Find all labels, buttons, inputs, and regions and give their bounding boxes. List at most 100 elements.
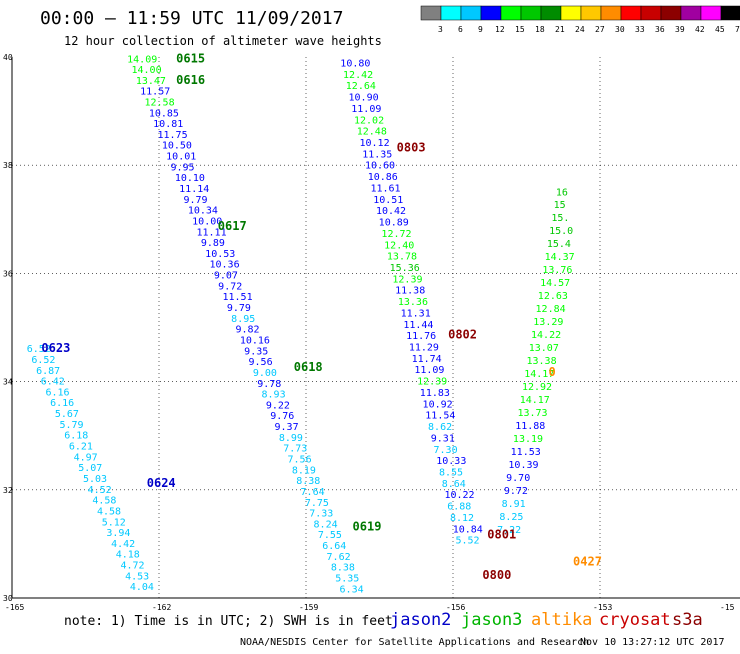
x-tick-label: -162 (152, 603, 171, 612)
swh-value: 11.29 (409, 343, 439, 354)
swh-value: 4.04 (130, 582, 154, 593)
y-tick-label: 34 (3, 378, 13, 387)
swh-value: 10.39 (508, 460, 538, 471)
colorbar-label: 3 (438, 25, 443, 34)
swh-value: 7.73 (283, 444, 307, 455)
swh-value: 9.76 (270, 411, 294, 422)
colorbar-swatch (640, 5, 662, 21)
data-tracks: 14.0914.0013.4711.5712.5810.8510.8111.75… (27, 55, 575, 596)
swh-value: 10.80 (340, 58, 370, 69)
swh-value: 6.18 (64, 431, 88, 442)
swh-value: 6.16 (45, 387, 69, 398)
colorbar-swatch (600, 5, 622, 21)
swh-value: 8.24 (314, 519, 338, 530)
swh-value: 10.81 (153, 119, 183, 130)
chart-subtitle: 12 hour collection of altimeter wave hei… (64, 34, 382, 48)
swh-value: 14.22 (531, 330, 561, 341)
swh-value: 11.51 (223, 292, 253, 303)
swh-value: 10.00 (192, 216, 222, 227)
swh-value: 10.34 (188, 206, 218, 217)
colorbar: 36912151821242730333639424570(ft) (420, 5, 740, 34)
swh-value: 13.07 (529, 343, 559, 354)
satellite-legend-item: s3a (672, 610, 703, 630)
swh-value: 12.92 (522, 382, 552, 393)
swh-value: 12.72 (381, 229, 411, 240)
swh-value: 5.35 (335, 574, 359, 585)
swh-value: 9.37 (275, 422, 299, 433)
swh-value: 8.19 (292, 465, 316, 476)
swh-value: 6.87 (36, 366, 60, 377)
swh-value: 5.52 (455, 536, 479, 547)
swh-value: 7.22 (497, 525, 521, 536)
swh-value: 6.16 (50, 398, 74, 409)
swh-value: 10.36 (210, 260, 240, 271)
swh-value: 12.58 (144, 97, 174, 108)
swh-value: 9.89 (201, 238, 225, 249)
swh-value: 7.30 (434, 445, 458, 456)
swh-value: 10.89 (379, 218, 409, 229)
swh-value: 8.25 (499, 512, 523, 523)
swh-value: 14.09 (127, 55, 157, 66)
swh-value: 9.72 (218, 281, 242, 292)
swh-value: 11.09 (351, 104, 381, 115)
chart-title: 00:00 – 11:59 UTC 11/09/2017 (40, 8, 343, 29)
swh-value: 12.40 (384, 240, 414, 251)
swh-value: 5.12 (102, 517, 126, 528)
credit-text: NOAA/NESDIS Center for Satellite Applica… (240, 637, 589, 648)
swh-value: 8.38 (296, 476, 320, 487)
swh-value: 11.44 (403, 320, 433, 331)
swh-value: 8.55 (439, 467, 463, 478)
swh-value: 9.78 (257, 379, 281, 390)
swh-value: 5.07 (78, 463, 102, 474)
swh-value: 10.92 (423, 399, 453, 410)
timestamp-text: Nov 10 13:27:12 UTC 2017 (580, 637, 725, 648)
swh-value: 13.36 (398, 297, 428, 308)
swh-value: 11.35 (362, 149, 392, 160)
time-labels: 0615 0616 0617 0618 0619 0623 0624 0803 0802 0801… (41, 51, 602, 582)
swh-value: 9.79 (227, 303, 251, 314)
swh-value: 11.88 (515, 421, 545, 432)
swh-value: 8.91 (502, 499, 526, 510)
swh-value: 13.73 (517, 408, 547, 419)
time-label: 0619 (353, 519, 382, 533)
colorbar-swatch (560, 5, 582, 21)
time-label: 0800 (482, 568, 511, 582)
swh-value: 10.10 (175, 173, 205, 184)
y-tick-label: 36 (3, 269, 13, 278)
swh-value: 11.54 (425, 411, 455, 422)
swh-value: 6.21 (69, 442, 93, 453)
time-label: 0802 (448, 327, 477, 341)
time-label: 0616 (176, 73, 205, 87)
y-tick-label: 38 (3, 161, 13, 170)
swh-value: 12.64 (346, 81, 376, 92)
swh-value: 9.95 (170, 162, 194, 173)
swh-value: 9.22 (266, 400, 290, 411)
colorbar-swatch (580, 5, 602, 21)
colorbar-swatch (660, 5, 682, 21)
swh-value: 11.74 (412, 354, 442, 365)
colorbar-label: 18 (535, 25, 545, 34)
swh-value: 9.70 (506, 473, 530, 484)
swh-value: 7.75 (305, 498, 329, 509)
colorbar-label: 27 (595, 25, 605, 34)
swh-value: 5.79 (60, 420, 84, 431)
swh-value: 10.84 (453, 524, 483, 535)
swh-value: 10.85 (149, 108, 179, 119)
swh-value: 4.18 (116, 550, 140, 561)
swh-value: 12.39 (417, 377, 447, 388)
swh-value: 14.00 (131, 65, 161, 76)
colorbar-label: 42 (695, 25, 705, 34)
swh-value: 10.51 (373, 195, 403, 206)
satellite-legend: jason2 jason3 altika cryosat s3a (390, 610, 703, 630)
colorbar-swatch (460, 5, 482, 21)
swh-value: 11.76 (406, 331, 436, 342)
swh-value: 13.29 (533, 317, 563, 328)
swh-value: 4.72 (120, 561, 144, 572)
colorbar-swatch (700, 5, 722, 21)
swh-value: 6.88 (447, 502, 471, 513)
time-label: 0427 (573, 555, 602, 569)
swh-value: 10.16 (240, 335, 270, 346)
track-0800-0803: 10.8012.4212.6410.9011.0912.0212.4810.12… (340, 58, 483, 546)
